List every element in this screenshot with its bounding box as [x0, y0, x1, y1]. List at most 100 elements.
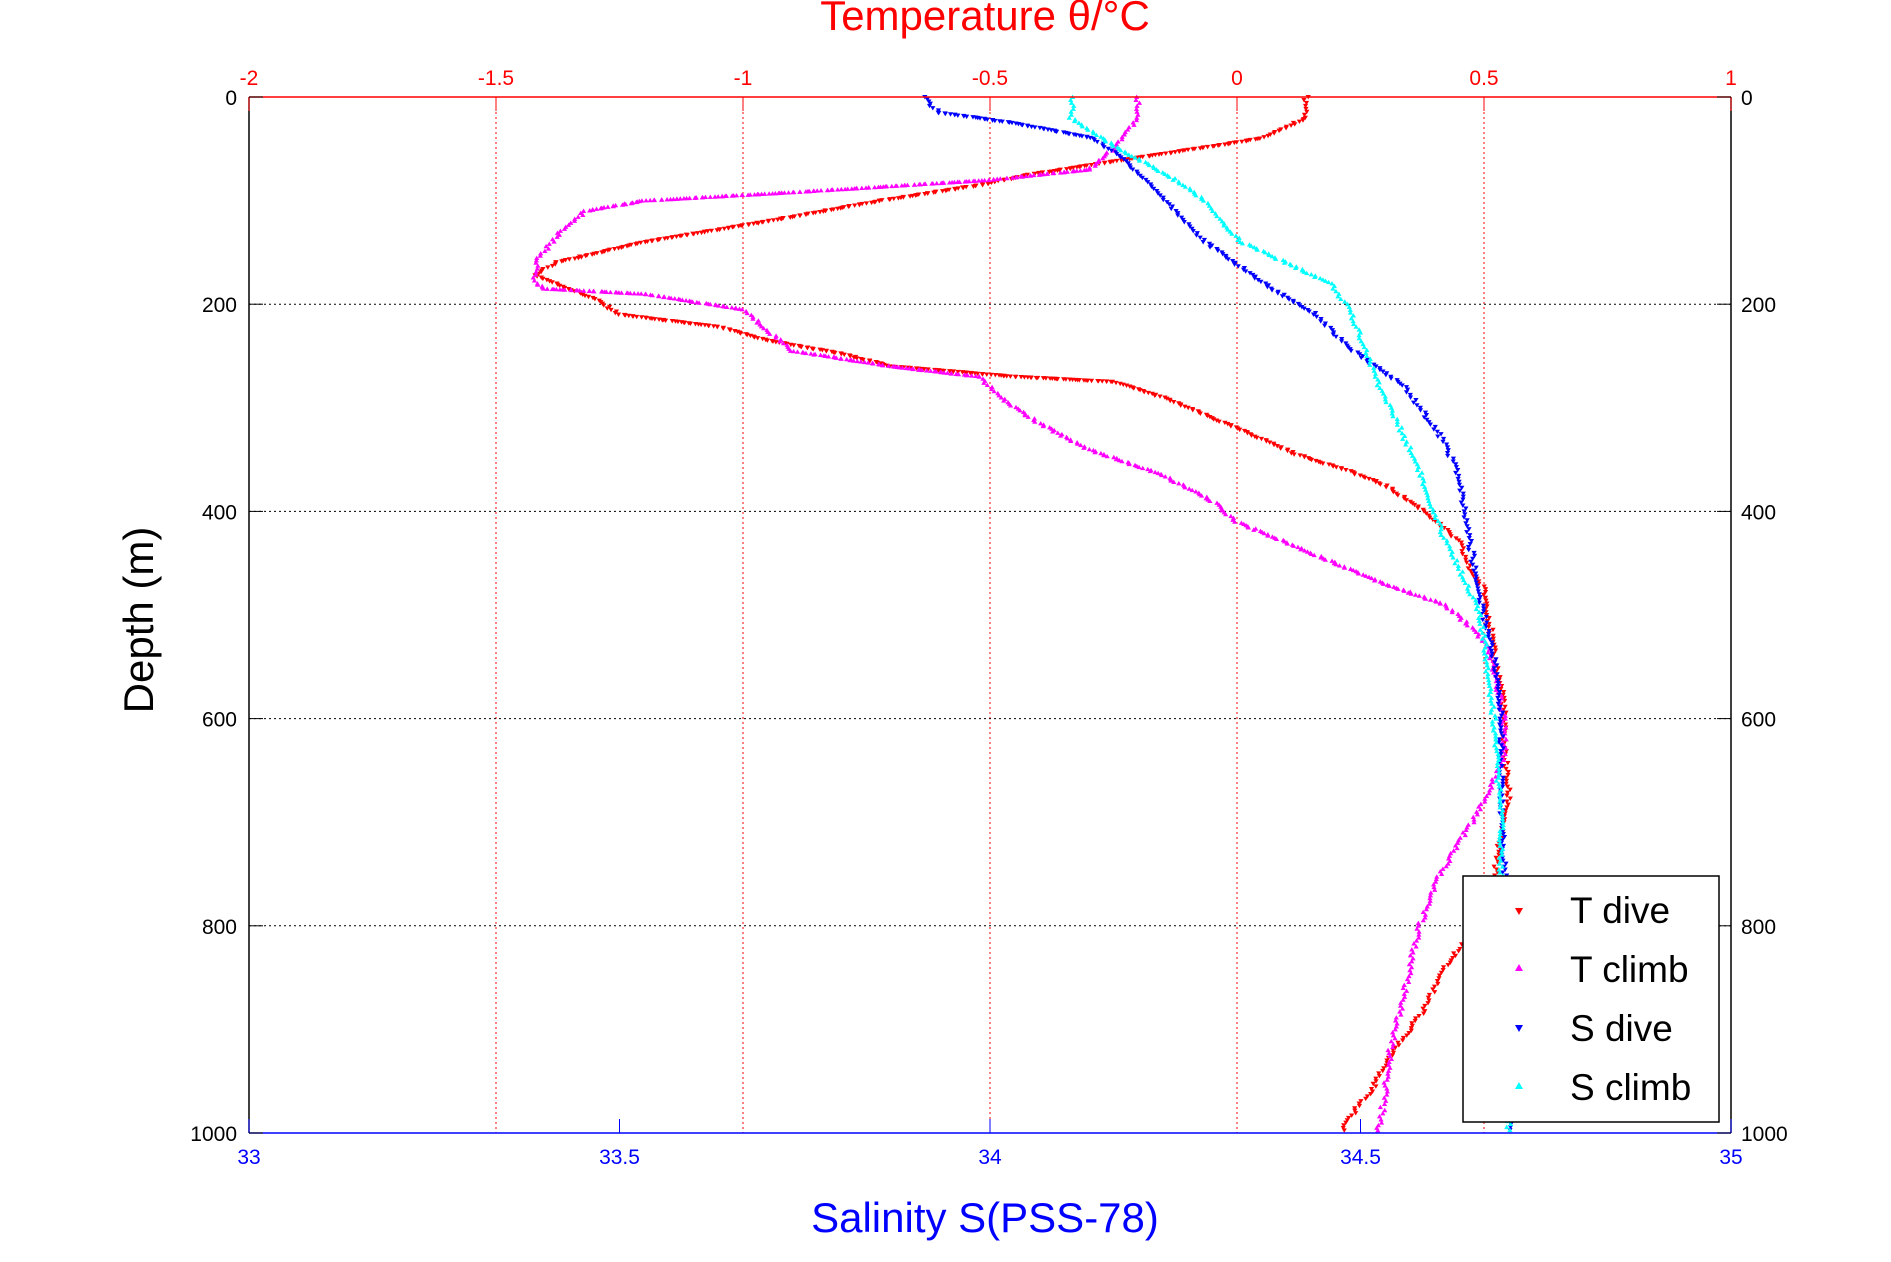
series-marker [615, 246, 622, 251]
series-marker [1497, 796, 1503, 801]
series-marker [1001, 398, 1007, 403]
series-marker [1470, 594, 1476, 600]
series-marker [1392, 1035, 1398, 1041]
series-marker [1301, 112, 1308, 118]
series-marker [1152, 469, 1158, 475]
series-marker [1189, 487, 1195, 493]
series-marker [1496, 769, 1502, 774]
series-marker [1493, 648, 1499, 653]
series-marker [863, 185, 869, 190]
series-marker [1392, 1045, 1398, 1051]
series-marker [1451, 951, 1457, 956]
series-marker [1498, 743, 1505, 748]
series-marker [1482, 799, 1488, 804]
series-marker [1497, 719, 1503, 724]
series-marker [1007, 403, 1014, 408]
series-marker [1145, 180, 1151, 185]
series-marker [547, 279, 553, 284]
series-marker [551, 239, 557, 244]
series-marker [1484, 620, 1490, 625]
series-marker [1493, 778, 1499, 783]
series-marker [1471, 550, 1477, 556]
series-marker [1475, 634, 1481, 639]
series-marker [1146, 162, 1152, 168]
series-marker [1450, 956, 1456, 961]
series-marker [1460, 497, 1466, 502]
series-marker [806, 188, 813, 194]
series-marker [1022, 412, 1028, 418]
series-marker [1221, 223, 1227, 228]
series-marker [1420, 476, 1426, 481]
series-marker [863, 201, 870, 206]
series-marker [534, 255, 540, 261]
series-marker [1500, 710, 1506, 716]
series-marker [568, 287, 574, 293]
series-marker [651, 197, 657, 203]
series-marker [1408, 1028, 1414, 1034]
series-marker [1160, 195, 1166, 201]
series-marker [737, 331, 744, 336]
series-marker [1231, 140, 1237, 146]
series-marker [1406, 979, 1412, 985]
series-marker [612, 311, 618, 316]
series-marker [1343, 1120, 1349, 1126]
series-marker [1505, 769, 1511, 775]
series-marker [1091, 138, 1097, 143]
series-marker [1357, 352, 1363, 357]
series-marker [1198, 493, 1205, 498]
series-marker [999, 119, 1005, 125]
series-marker [1471, 817, 1477, 822]
series-marker [1500, 822, 1506, 828]
series-marker [1459, 485, 1465, 491]
series-marker [1486, 677, 1492, 683]
series-marker [1457, 946, 1463, 952]
series-marker [533, 260, 539, 265]
series-marker [1433, 876, 1439, 882]
series-marker [1347, 310, 1354, 315]
series-marker [1373, 1079, 1379, 1084]
series-marker [1493, 855, 1499, 861]
series-marker [1398, 1012, 1404, 1017]
series-marker [1497, 843, 1503, 848]
series-marker [988, 372, 994, 378]
series-marker [552, 262, 558, 267]
series-marker [554, 234, 560, 239]
series-marker [1252, 276, 1258, 281]
series-marker [1411, 400, 1417, 406]
series-marker [767, 331, 773, 336]
series-marker [745, 222, 752, 228]
series-marker [1216, 419, 1222, 425]
series-marker [652, 317, 658, 322]
series-marker [1462, 832, 1468, 838]
series-marker [1258, 436, 1265, 442]
series-marker [847, 357, 853, 363]
series-marker [1341, 565, 1348, 570]
series-marker [1488, 710, 1494, 715]
series-marker [773, 335, 779, 340]
series-marker [1475, 615, 1482, 620]
series-marker [1157, 394, 1163, 399]
series-marker [1382, 1107, 1388, 1113]
series-marker [838, 186, 844, 192]
series-marker [590, 207, 596, 212]
series-marker [1250, 272, 1256, 278]
series-marker [1491, 864, 1497, 869]
series-marker [1380, 581, 1387, 586]
series-marker [1111, 454, 1117, 460]
series-marker [1243, 139, 1249, 144]
series-marker [1460, 503, 1466, 508]
series-marker [1493, 675, 1499, 680]
series-marker [1407, 395, 1414, 400]
series-marker [1200, 240, 1206, 245]
series-marker [1395, 493, 1401, 498]
depth-tick-label-left: 600 [202, 709, 237, 732]
series-layer [530, 94, 1514, 1133]
series-marker [1493, 687, 1499, 692]
series-marker [823, 349, 829, 354]
series-marker [1214, 213, 1220, 219]
legend: T dive T climb S dive S climb [1462, 875, 1720, 1123]
series-marker [1497, 870, 1503, 875]
series-marker [1219, 506, 1225, 511]
series-marker [1455, 467, 1461, 473]
series-marker [1486, 624, 1492, 630]
